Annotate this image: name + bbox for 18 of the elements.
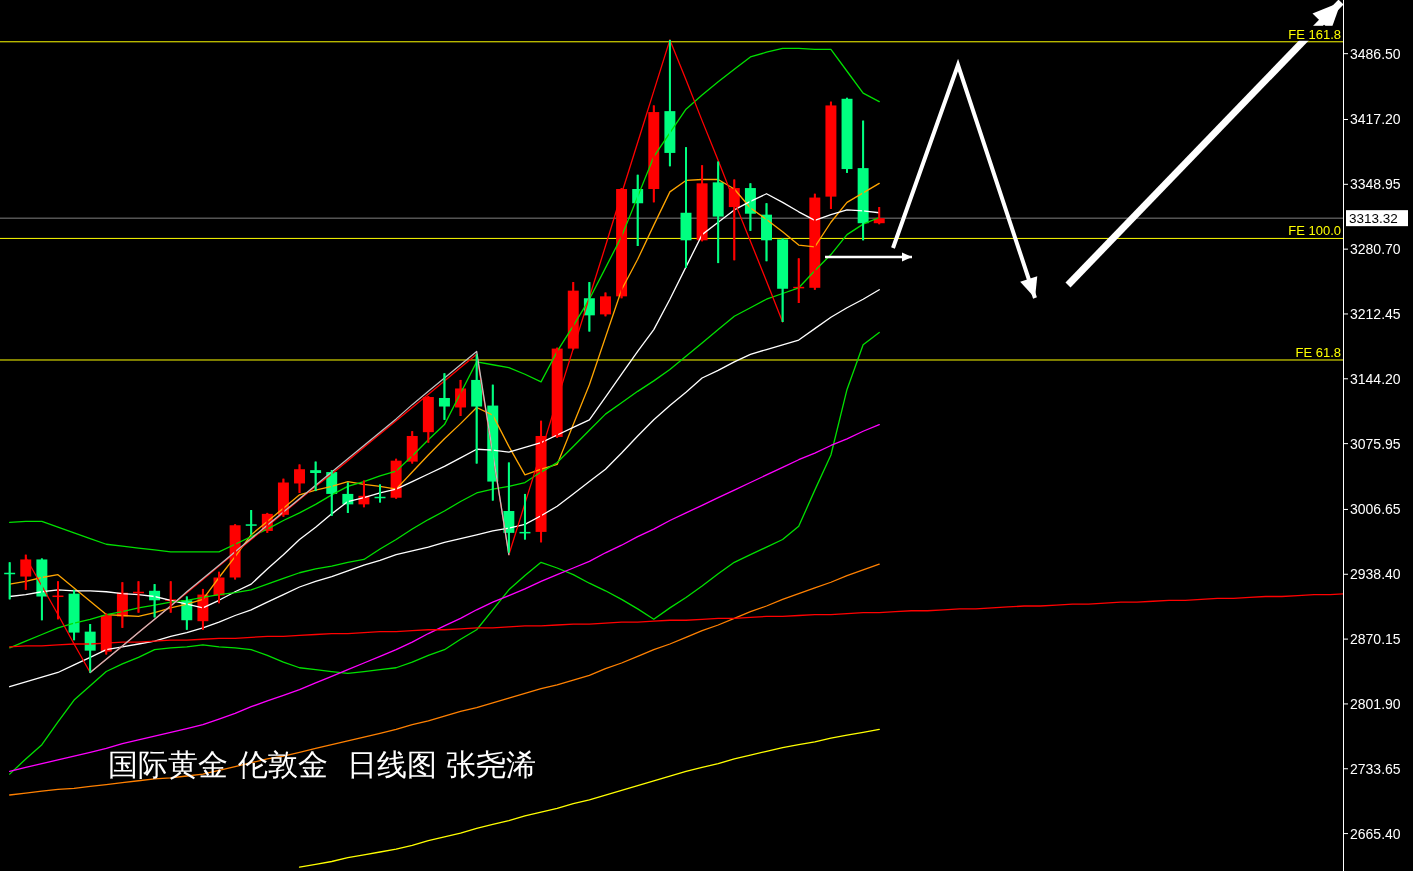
y-tick: 3280.70 xyxy=(1350,241,1401,258)
y-tick: 2801.90 xyxy=(1350,695,1401,712)
y-tick: 3348.95 xyxy=(1350,176,1401,193)
y-tick: 3212.45 xyxy=(1350,305,1401,322)
y-tick: 2938.40 xyxy=(1350,566,1401,583)
y-tick: 3417.20 xyxy=(1350,111,1401,128)
y-tick: 3144.20 xyxy=(1350,370,1401,387)
ref-label: FE 61.8 xyxy=(1295,345,1341,360)
y-tick: 2870.15 xyxy=(1350,631,1401,648)
ref-label: FE 161.8 xyxy=(1288,26,1341,42)
ref-label: FE 100.0 xyxy=(1288,223,1341,239)
candlestick xyxy=(245,509,257,536)
price-label: 3313.32 xyxy=(1349,211,1398,227)
y-tick: 3006.65 xyxy=(1350,501,1401,518)
y-tick: 3486.50 xyxy=(1350,45,1401,62)
y-tick: 2733.65 xyxy=(1350,760,1401,777)
y-tick: 2665.40 xyxy=(1350,825,1401,842)
y-tick: 3075.95 xyxy=(1350,435,1401,452)
